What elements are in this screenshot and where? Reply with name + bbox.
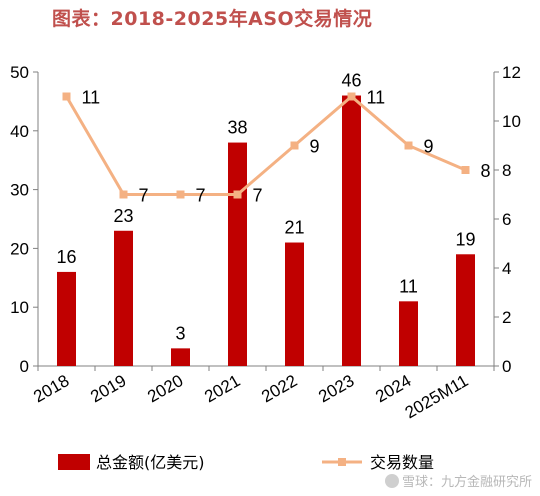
line-data-label: 7 — [196, 186, 206, 206]
watermark-text: 雪球：九方金融研究所 — [401, 475, 532, 490]
y-right-tick-label: 12 — [502, 63, 521, 82]
line-point — [290, 141, 299, 150]
y-right-tick-label: 2 — [502, 308, 511, 327]
bar — [171, 348, 190, 366]
bar-data-label: 19 — [455, 229, 475, 249]
line-data-label: 8 — [481, 161, 491, 181]
x-category-label: 2019 — [87, 371, 129, 406]
y-left-tick-label: 10 — [10, 298, 29, 317]
snowball-logo-icon — [384, 474, 399, 488]
y-left-tick-label: 30 — [10, 181, 29, 200]
x-category-label: 2022 — [258, 371, 300, 406]
x-category-label: 2021 — [201, 371, 243, 406]
bar-data-label: 46 — [341, 71, 361, 91]
line-point — [119, 190, 128, 199]
line-data-label: 7 — [139, 186, 149, 206]
y-right-tick-label: 8 — [502, 161, 511, 180]
y-right-tick-label: 4 — [502, 259, 511, 278]
bar-data-label: 23 — [113, 206, 133, 226]
bar — [342, 95, 361, 367]
line-point — [347, 92, 356, 101]
bar-data-label: 38 — [227, 118, 247, 138]
y-left-tick-label: 40 — [10, 122, 29, 141]
line-point — [404, 141, 413, 150]
bar-data-label: 21 — [284, 218, 304, 238]
y-left-tick-label: 0 — [20, 357, 29, 376]
y-left-tick-label: 20 — [10, 239, 29, 258]
x-category-label: 2025M11 — [402, 371, 472, 422]
line-point — [461, 166, 470, 174]
x-category-label: 2023 — [315, 371, 357, 406]
legend-bar-swatch — [58, 454, 90, 470]
line-data-label: 9 — [310, 137, 320, 157]
x-category-label: 2020 — [144, 371, 186, 406]
chart-title: 图表：2018-2025年ASO交易情况 — [52, 8, 373, 30]
y-right-tick-label: 6 — [502, 210, 511, 229]
line-data-label: 11 — [82, 88, 101, 108]
bar — [228, 142, 247, 366]
legend-line-label: 交易数量 — [370, 453, 434, 472]
y-right-tick-label: 0 — [502, 357, 511, 376]
legend-bar-label: 总金额(亿美元) — [96, 453, 205, 472]
line-point — [233, 190, 242, 199]
line-data-label: 7 — [253, 186, 263, 206]
line-point — [176, 190, 185, 199]
line-data-label: 11 — [367, 88, 386, 108]
legend-line-marker — [338, 458, 346, 466]
y-right-tick-label: 10 — [502, 112, 521, 131]
bar — [57, 271, 76, 366]
line-data-label: 9 — [424, 137, 434, 157]
bar — [399, 301, 418, 366]
line-series — [65, 94, 467, 196]
y-left-tick-label: 50 — [10, 63, 29, 82]
line-point — [62, 92, 71, 101]
bar-data-label: 11 — [399, 276, 418, 296]
bar-data-label: 3 — [175, 323, 185, 343]
bar — [285, 242, 304, 366]
bar-data-label: 16 — [56, 247, 76, 267]
x-category-label: 2018 — [30, 371, 72, 406]
bar — [456, 254, 475, 366]
watermark: 雪球：九方金融研究所 — [384, 471, 532, 490]
bar — [114, 230, 133, 366]
